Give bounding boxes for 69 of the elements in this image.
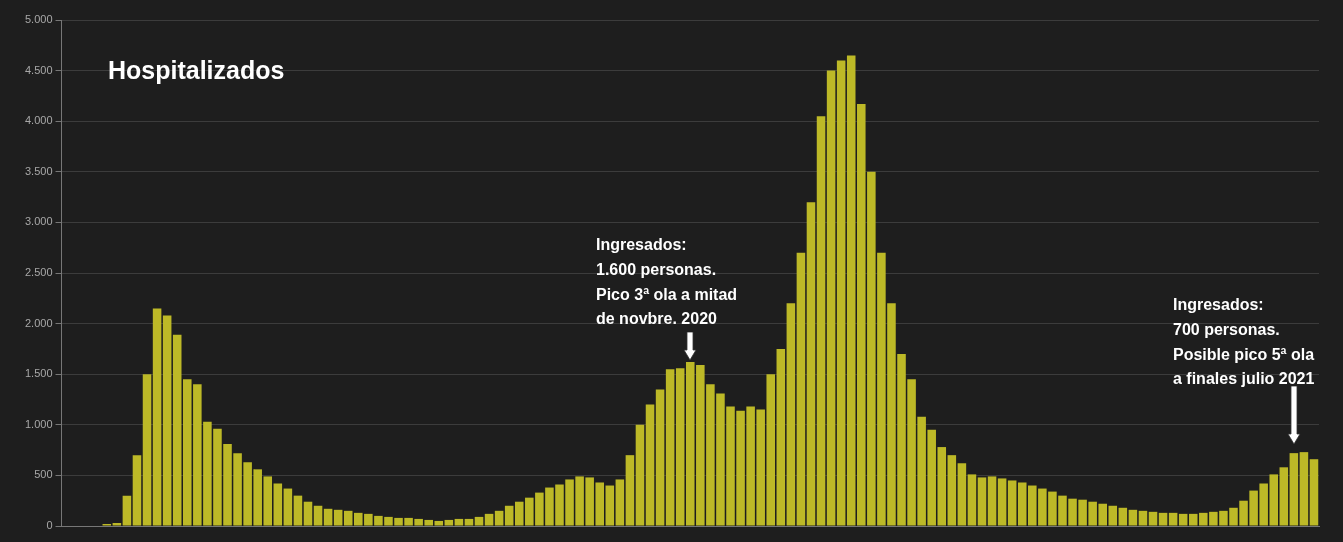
bar — [464, 518, 474, 526]
bar — [494, 510, 504, 526]
bar — [313, 505, 323, 526]
bar — [605, 485, 615, 526]
y-tick-label: 2.000 — [25, 316, 53, 329]
bar — [1178, 513, 1188, 526]
y-tick-label: 5.000 — [25, 13, 53, 26]
text: Hospitalizados — [108, 56, 285, 85]
bar — [806, 202, 816, 526]
bar — [675, 368, 685, 526]
bar — [303, 501, 313, 526]
bar — [655, 389, 665, 526]
bar — [977, 477, 987, 526]
bar — [504, 505, 514, 526]
bar — [122, 495, 132, 526]
bar — [454, 518, 464, 526]
bar — [112, 522, 122, 526]
bar — [132, 455, 142, 526]
annotation: Ingresados: 700 personas. Posible pico 5ª ola a finales julio 2021 — [1173, 295, 1315, 390]
bar — [273, 483, 283, 526]
bar — [967, 474, 977, 526]
bar — [1168, 512, 1178, 526]
bar — [142, 374, 152, 526]
bar — [484, 513, 494, 526]
bar — [1309, 459, 1319, 526]
y-tick-label: 3.000 — [25, 215, 53, 228]
bar — [323, 508, 333, 526]
bar — [645, 404, 655, 526]
y-tick-label: 1.500 — [25, 367, 53, 380]
y-tick-label: 3.500 — [25, 164, 53, 177]
bar — [957, 463, 967, 526]
bar — [1158, 512, 1168, 526]
bar — [1138, 510, 1148, 526]
bar — [1007, 480, 1017, 526]
bar — [846, 55, 856, 526]
y-tick-label: 4.500 — [25, 63, 53, 76]
y-tick-label: 2.500 — [25, 266, 53, 279]
bar — [444, 519, 454, 526]
bar — [293, 495, 303, 526]
bar — [665, 369, 675, 526]
bar — [816, 116, 826, 526]
bar — [162, 315, 172, 526]
annotation: Ingresados: 1.600 personas. Pico 3ª ola a mitad de novbre. 2020 — [596, 235, 738, 330]
bar — [172, 334, 182, 526]
bar — [987, 476, 997, 526]
bar — [786, 303, 796, 526]
y-tick-label: 500 — [34, 468, 53, 481]
bar — [796, 252, 806, 526]
bar — [1118, 507, 1128, 526]
bar — [1289, 453, 1299, 526]
bar — [333, 509, 343, 526]
bar — [615, 479, 625, 526]
bar — [1279, 467, 1289, 526]
bar — [474, 516, 484, 526]
bar — [997, 478, 1007, 526]
bar — [947, 455, 957, 526]
bar — [1299, 452, 1309, 526]
bar — [152, 308, 162, 526]
bar — [776, 348, 786, 526]
bar — [635, 424, 645, 526]
y-tick-label: 0 — [46, 519, 53, 532]
bar — [625, 455, 635, 526]
y-tick-label: 4.000 — [25, 114, 53, 127]
bar — [1128, 509, 1138, 526]
y-tick-label: 1.000 — [25, 417, 53, 430]
bar — [836, 60, 846, 526]
bar — [1148, 511, 1158, 526]
bar — [826, 70, 836, 526]
bar — [283, 488, 293, 526]
